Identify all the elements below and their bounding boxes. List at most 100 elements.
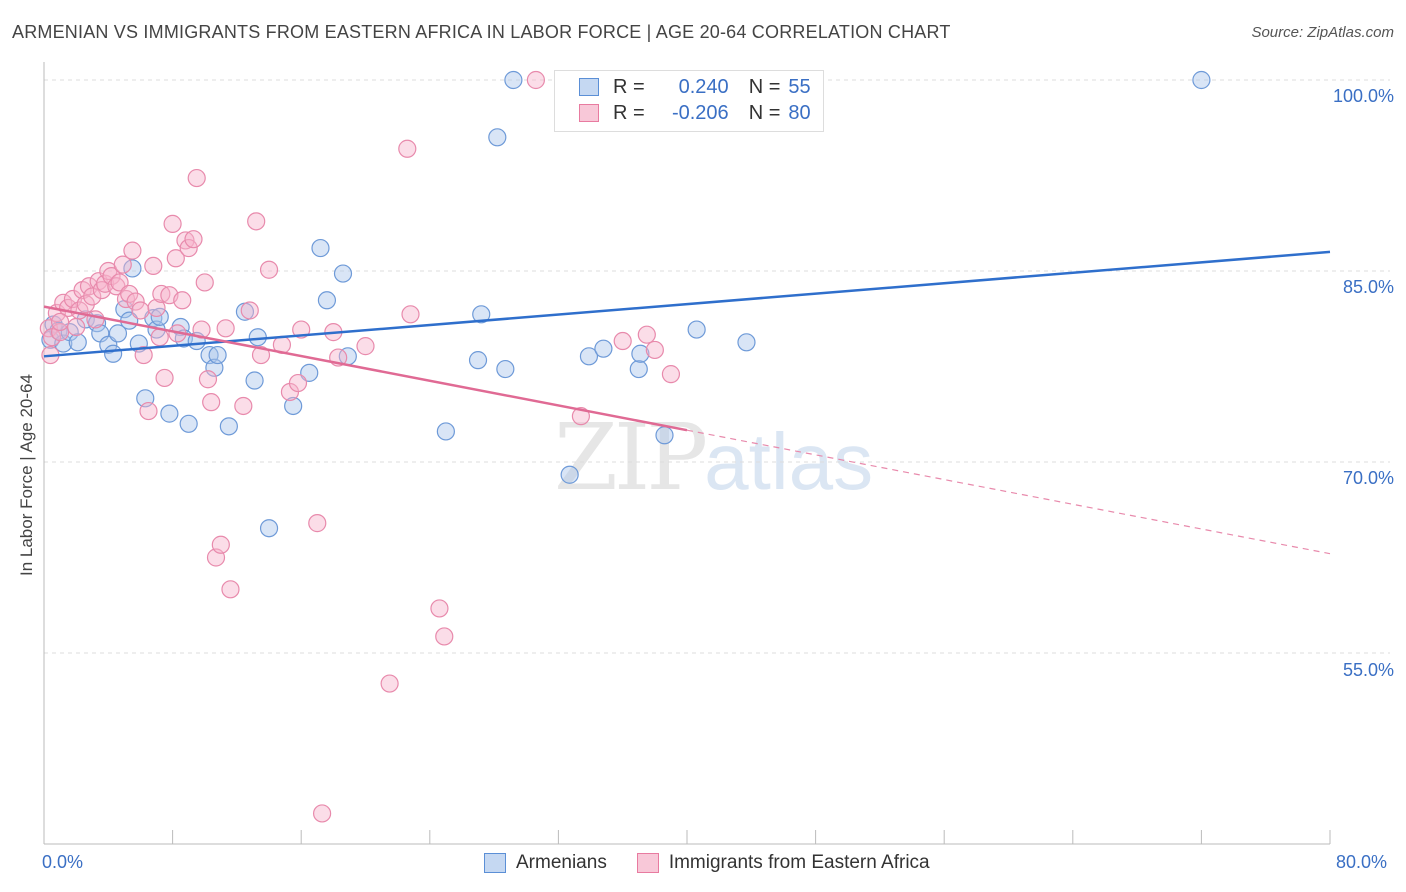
eastern-africa-point [202,393,221,412]
eastern-africa-point [401,305,420,324]
eastern-africa-point [308,514,327,533]
armenians-point [594,339,613,358]
y-tick-100: 100.0% [1332,86,1394,106]
eastern-africa-point [67,317,86,337]
y-tick-55: 55.0% [1342,660,1394,680]
eastern-africa-point [163,214,182,233]
eastern-africa-point [198,370,218,389]
eastern-africa-point [661,365,681,384]
eastern-africa-point [288,373,308,393]
eastern-africa-point [211,535,230,554]
eastern-africa-point [139,401,158,421]
eastern-africa-point [126,292,145,311]
eastern-africa-point [430,599,449,618]
eastern-africa-point [571,407,591,426]
eastern-africa-point [166,249,185,268]
armenians-point [179,414,198,433]
r-label: R = [613,101,645,124]
armenians-point [68,333,87,352]
eastern-africa-point [173,291,192,310]
armenians-legend-swatch [484,853,506,873]
eastern-africa-point [187,168,206,188]
eastern-africa-point [50,323,70,342]
eastern-africa-point [216,319,235,338]
eastern-africa-point [380,674,399,693]
armenians-point [259,519,279,538]
armenians-point [108,324,128,343]
armenians-point [436,422,455,441]
eastern-africa-point [637,325,656,344]
eastern-africa-point [179,238,198,258]
eastern-africa-point [195,273,214,292]
armenians-point [504,70,523,90]
armenians-point [496,359,515,379]
eastern-africa-trend-extension [686,429,1331,555]
eastern-africa-swatch [579,104,599,122]
armenians-point [160,404,179,423]
eastern-africa-point [155,368,174,388]
n-value: 55 [788,75,811,98]
series-legend: Armenians Immigrants from Eastern Africa [484,852,960,874]
eastern-africa-point [86,310,105,329]
armenians-point [333,264,353,283]
x-tick-0: 0.0% [42,852,84,872]
legend-item-eastern-africa[interactable]: Immigrants from Eastern Africa [636,852,930,874]
r-value: 0.240 [678,75,729,98]
chart-title: ARMENIAN VS IMMIGRANTS FROM EASTERN AFRI… [12,22,951,42]
eastern-africa-point [221,580,240,599]
eastern-africa-point [312,804,332,823]
armenians-point [104,344,123,363]
armenians-point [631,344,650,363]
eastern-africa-point [134,345,153,365]
legend-label-armenians: Armenians [516,852,607,873]
eastern-africa-point [435,627,454,646]
armenians-point [54,334,73,353]
r-value: -0.206 [671,101,729,124]
armenians-point [317,291,337,310]
armenians-point [472,305,491,324]
stats-legend: R = 0.240 N = 55 R = -0.206 N = 80 [554,70,824,132]
armenians-point [311,238,330,258]
eastern-africa-point [247,212,266,231]
eastern-africa-point [50,312,70,332]
eastern-africa-point [356,337,375,356]
watermark-zip: ZIP [554,404,708,511]
armenians-point [655,426,674,445]
eastern-africa-point [398,139,417,158]
y-tick-70: 70.0% [1342,468,1394,488]
armenians-point [300,363,319,382]
eastern-africa-point [259,260,279,279]
armenians-point [1192,70,1211,90]
armenians-point [123,259,142,278]
eastern-africa-point [251,345,271,365]
eastern-africa-trend-line [43,305,688,432]
armenians-point [208,345,227,365]
armenians-point [488,128,507,147]
armenians-point [629,359,648,379]
y-axis-label: In Labor Force | Age 20-64 [17,374,36,576]
armenians-point [284,396,303,416]
eastern-africa-point [113,255,132,274]
armenians-point [737,333,756,352]
eastern-africa-point [147,298,166,318]
eastern-africa-point [240,301,259,320]
armenians-point [248,328,267,347]
eastern-africa-point [123,241,142,260]
armenians-point [579,347,599,366]
stats-row-armenians: R = 0.240 N = 55 [579,75,811,99]
armenians-point [687,320,706,339]
eastern-africa-point [76,295,95,314]
eastern-africa-point [526,70,545,90]
armenians-swatch [579,78,599,96]
legend-item-armenians[interactable]: Armenians [484,852,607,874]
armenians-trend-line [43,250,1331,358]
eastern-africa-point [645,340,664,360]
armenians-point [245,371,264,390]
eastern-africa-point [234,396,253,416]
eastern-africa-point [613,331,632,351]
eastern-africa-legend-swatch [636,853,659,873]
eastern-africa-point [120,284,139,304]
eastern-africa-point [83,287,102,306]
eastern-africa-point [131,301,150,320]
n-label: N = [748,101,781,124]
